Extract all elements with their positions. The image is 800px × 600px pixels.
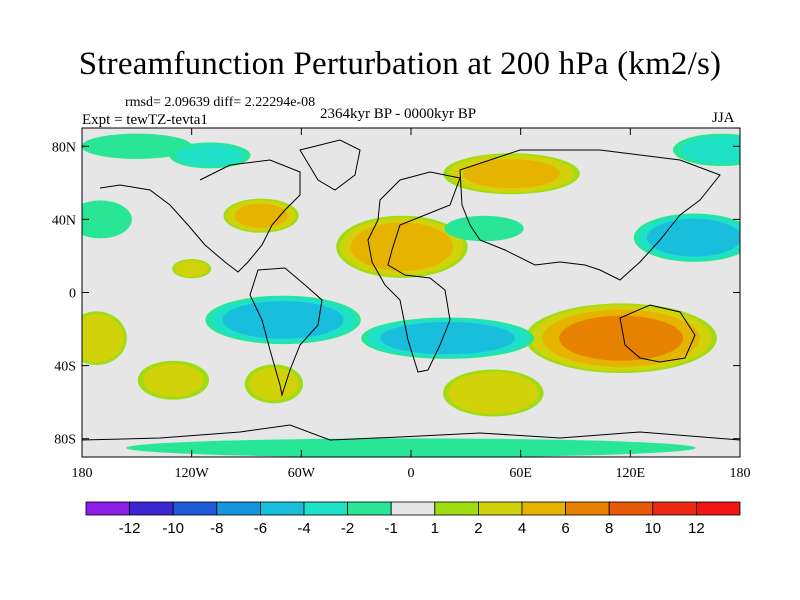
colorbar-label: -6 <box>254 520 267 537</box>
anomaly-contour-3 <box>175 260 209 277</box>
colorbar-label: 2 <box>474 520 482 537</box>
map-background <box>82 128 740 457</box>
anomaly-contour-10 <box>380 322 515 355</box>
colorbar-label: 10 <box>644 520 661 537</box>
rmsd-text: rmsd= 2.09639 diff= 2.22294e-08 <box>125 95 316 110</box>
coastlines <box>82 139 740 441</box>
anomaly-contour-6 <box>143 363 204 397</box>
colorbar-swatch <box>303 501 348 516</box>
colorbar-label: -4 <box>297 520 310 537</box>
colorbar-label: 8 <box>605 520 613 537</box>
lon-tick-label: 60E <box>509 466 532 481</box>
colorbar-swatch <box>259 501 305 516</box>
colorbar-swatch <box>434 501 479 516</box>
australia-coast <box>619 304 696 363</box>
colorbar-swatch <box>696 501 741 516</box>
lon-tick-label: 60W <box>288 466 316 481</box>
season-label: JJA <box>712 110 735 126</box>
latitude-axis: 80N 40N 0 40S 80S <box>52 140 740 448</box>
lat-tick-label: 40S <box>54 360 76 375</box>
anomaly-contour-15 <box>444 215 524 242</box>
europe-africa-coast <box>367 171 461 373</box>
lat-tick-label: 80S <box>54 433 76 448</box>
lon-tick-label: 120W <box>175 466 210 481</box>
greenland-coast <box>299 139 361 191</box>
experiment-label: Expt = tewTZ-tevta1 <box>82 112 208 128</box>
anomaly-contour-8 <box>448 372 539 414</box>
colorbar-label: -1 <box>385 520 398 537</box>
colorbar-label: 12 <box>688 520 705 537</box>
lon-tick-label: 120E <box>616 466 646 481</box>
colorbar-swatch <box>608 501 654 516</box>
lat-tick-label: 80N <box>52 140 76 155</box>
longitude-axis: 180 120W 60W 0 60E 120E 180 <box>72 128 751 481</box>
south-america-coast <box>249 267 323 397</box>
period-label: 2364kyr BP - 0000kyr BP <box>320 106 477 122</box>
anomaly-contour-7 <box>249 367 299 401</box>
plot-title: Streamfunction Perturbation at 200 hPa (… <box>78 46 722 82</box>
colorbar-swatch <box>652 501 697 516</box>
colorbar-swatch <box>521 501 566 516</box>
antarctica-coast <box>82 424 740 441</box>
lon-tick-label: 0 <box>408 466 415 481</box>
map-panel <box>82 128 740 457</box>
anomaly-contour-1 <box>463 159 560 189</box>
north-america-coast <box>99 159 301 273</box>
anomaly-contour-17 <box>82 200 132 239</box>
colorbar-swatch <box>85 501 130 516</box>
lon-tick-label: 180 <box>730 466 751 481</box>
colorbar-label: 1 <box>431 520 439 537</box>
lat-tick-label: 40N <box>52 213 76 228</box>
colorbar-label: -12 <box>119 520 141 537</box>
anomaly-contour-4 <box>559 315 684 361</box>
anomaly-contour-5 <box>82 314 124 363</box>
colorbar-label: 6 <box>561 520 569 537</box>
colorbar-label: 4 <box>518 520 526 537</box>
colorbar-swatch <box>477 501 523 516</box>
lon-tick-label: 180 <box>72 466 93 481</box>
colorbar-swatch <box>172 501 218 516</box>
colorbar-label: -10 <box>162 520 184 537</box>
colorbar-swatch <box>565 501 610 516</box>
colorbar-swatch <box>347 501 392 516</box>
anomaly-contour-13 <box>82 133 193 159</box>
colorbar-label: -8 <box>210 520 223 537</box>
anomaly-contour-12 <box>680 136 740 164</box>
colorbar: -12 -10 -8 -6 -4 -2 -1 1 2 4 6 8 10 12 <box>85 501 741 537</box>
colorbar-swatch <box>129 501 174 516</box>
anomaly-contour-11 <box>647 218 740 257</box>
asia-coast <box>459 149 721 281</box>
anomaly-contour-16 <box>126 438 696 457</box>
anomaly-contour-14 <box>175 144 245 167</box>
colorbar-label: -2 <box>341 520 354 537</box>
field-layer <box>82 133 740 457</box>
colorbar-swatch <box>216 501 261 516</box>
anomaly-contour-9 <box>222 301 344 339</box>
anomaly-contour-0 <box>350 222 454 272</box>
colorbar-swatch <box>390 501 436 516</box>
lat-tick-label: 0 <box>69 287 76 302</box>
